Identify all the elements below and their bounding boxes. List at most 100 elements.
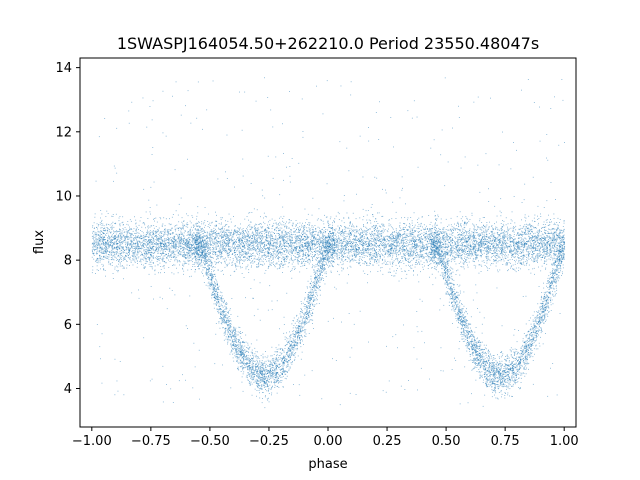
data-point (203, 251, 204, 252)
data-point (336, 256, 338, 257)
data-point (487, 269, 489, 271)
data-point (333, 229, 335, 231)
data-point (247, 264, 249, 266)
data-point (313, 240, 315, 241)
data-point (508, 236, 510, 238)
data-point (224, 250, 226, 252)
data-point (355, 242, 357, 244)
data-point (558, 242, 559, 244)
data-point (541, 265, 543, 267)
data-point (411, 233, 413, 235)
data-point (553, 235, 555, 236)
data-point (263, 242, 265, 244)
data-point (356, 225, 358, 227)
data-point (153, 253, 155, 254)
data-point (281, 246, 283, 247)
data-point (388, 246, 390, 248)
data-point (510, 249, 512, 251)
data-point (93, 252, 95, 254)
data-point (507, 229, 509, 231)
data-point (345, 249, 347, 251)
data-point (147, 231, 148, 233)
data-point (243, 260, 245, 262)
data-point (272, 247, 274, 249)
data-point (460, 237, 462, 239)
data-point (335, 250, 337, 252)
data-point (549, 248, 551, 250)
data-point (207, 243, 209, 245)
data-point (274, 238, 276, 240)
data-point (495, 238, 497, 240)
data-point (422, 238, 424, 240)
data-point (317, 240, 319, 242)
data-point (129, 249, 131, 251)
data-point (265, 259, 266, 260)
data-point (140, 248, 142, 249)
data-point (266, 236, 268, 238)
data-point (476, 242, 477, 244)
data-point (168, 229, 170, 230)
data-point (465, 250, 467, 252)
data-point (247, 236, 249, 238)
data-point (211, 229, 213, 231)
data-point (337, 241, 339, 243)
data-point (123, 256, 125, 258)
data-point (247, 243, 249, 245)
data-point (515, 245, 517, 247)
data-point (545, 260, 547, 262)
data-point (311, 231, 313, 233)
data-point (403, 263, 405, 264)
data-point (377, 251, 379, 253)
data-point (94, 237, 96, 238)
data-point (550, 248, 552, 250)
data-point (254, 237, 255, 239)
data-point (431, 251, 433, 252)
data-point (428, 241, 430, 243)
data-point (303, 238, 304, 240)
data-point (475, 254, 477, 256)
data-point (460, 249, 462, 251)
data-point (542, 234, 544, 236)
data-point (351, 226, 353, 228)
data-point (158, 239, 160, 241)
data-point (497, 271, 499, 273)
data-point (497, 255, 499, 257)
data-point (537, 234, 538, 236)
data-point (105, 252, 107, 253)
data-point (389, 248, 391, 249)
data-point (470, 235, 472, 237)
data-point (456, 241, 458, 242)
data-point (450, 261, 452, 263)
data-point (289, 259, 291, 261)
data-point (175, 247, 176, 249)
data-point (403, 246, 405, 248)
data-point (317, 250, 319, 252)
data-point (119, 251, 121, 253)
data-point (316, 270, 318, 272)
data-point (427, 253, 429, 255)
data-point (189, 234, 191, 235)
data-point (534, 239, 536, 241)
data-point (128, 230, 130, 231)
data-point (119, 228, 120, 230)
data-point (337, 258, 339, 260)
data-point (184, 248, 186, 250)
data-point (121, 232, 122, 234)
data-point (223, 258, 225, 260)
data-point (291, 246, 293, 248)
data-point (459, 229, 461, 231)
data-point (241, 236, 243, 238)
data-point (213, 240, 215, 242)
data-point (540, 270, 542, 272)
data-point (378, 253, 379, 254)
data-point (140, 255, 142, 256)
data-point (440, 261, 442, 263)
data-point (468, 257, 470, 259)
data-point (328, 262, 329, 264)
data-point (492, 233, 494, 235)
data-point (442, 236, 444, 238)
data-point (517, 249, 519, 251)
data-point (395, 258, 397, 260)
data-point (156, 244, 158, 246)
data-point (278, 267, 280, 269)
